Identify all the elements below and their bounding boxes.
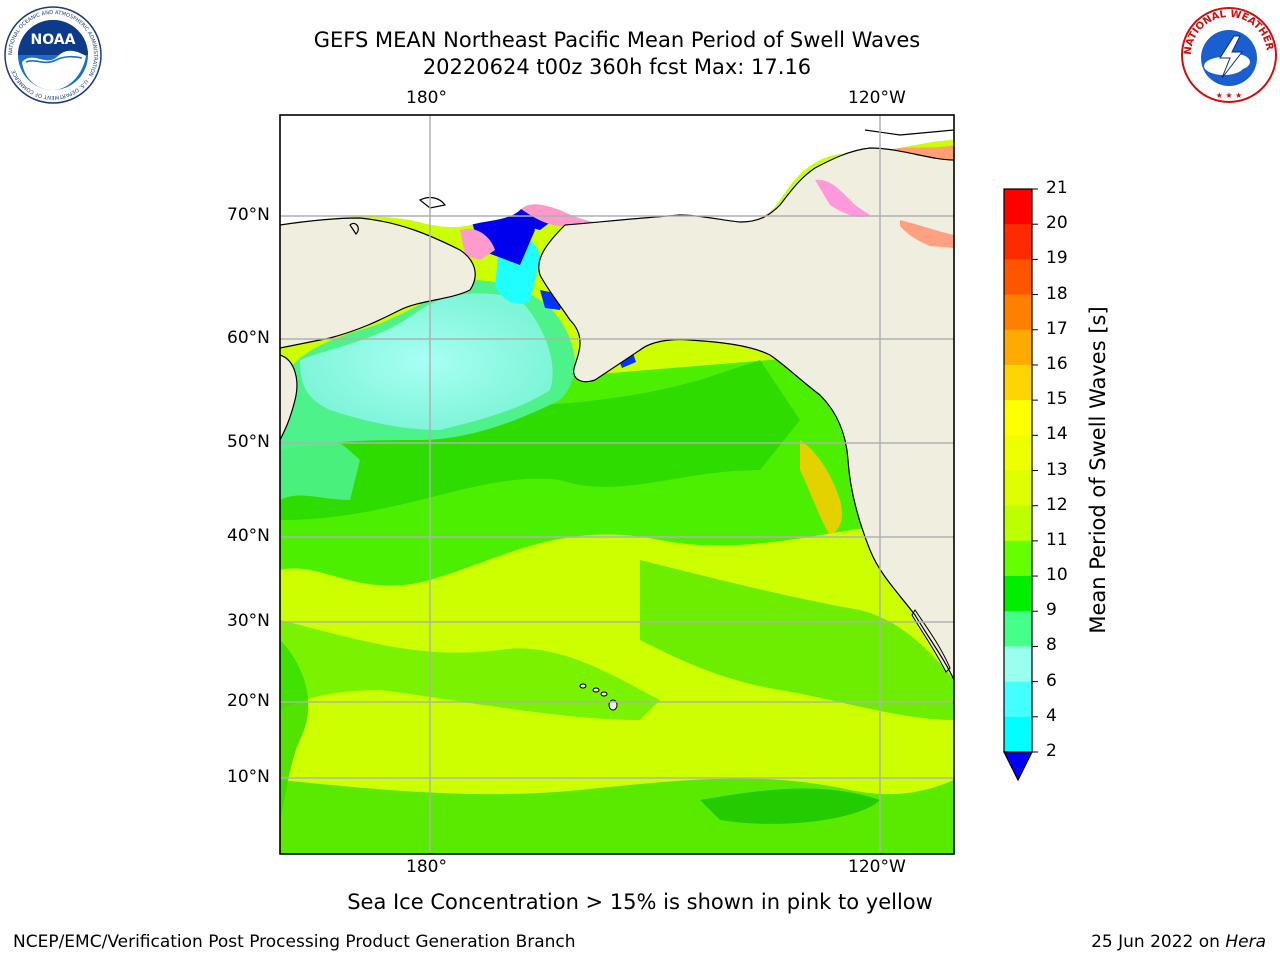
lon-label-top-120w: 120°W: [848, 88, 906, 108]
colorbar-segment: [1004, 329, 1032, 366]
colorbar-tick-label: 10: [1046, 565, 1068, 586]
colorbar-segment: [1004, 716, 1032, 753]
graticule: [280, 115, 954, 854]
forecast-subtitle: 20220624 t00z 360h fcst Max: 17.16: [422, 55, 812, 79]
colorbar-tick-label: 20: [1046, 213, 1068, 234]
lon-label-top-180: 180°: [406, 88, 447, 108]
colorbar-tick-label: 16: [1046, 353, 1068, 374]
lat-label-70n: 70°N: [227, 205, 270, 225]
footer-credit: NCEP/EMC/Verification Post Processing Pr…: [13, 932, 576, 952]
colorbar-segment: [1004, 611, 1032, 647]
colorbar-tick-label: 17: [1046, 318, 1068, 339]
colorbar-segment: [1004, 294, 1032, 331]
footer-date: 25 Jun 2022 on Hera: [1091, 932, 1266, 952]
land-siberia: [280, 218, 476, 348]
colorbar-tick-label: 11: [1046, 529, 1068, 550]
svg-text:★ ★ ★: ★ ★ ★: [1216, 91, 1243, 100]
colorbar-segment: [1004, 435, 1032, 471]
land-north-america: [538, 148, 954, 680]
colorbar-segment: [1004, 681, 1032, 718]
lon-label-bottom-180: 180°: [406, 857, 447, 877]
footer-host: Hera: [1225, 932, 1266, 952]
lat-label-40n: 40°N: [227, 526, 270, 546]
colorbar-segment: [1004, 646, 1032, 683]
colorbar-segment: [1004, 576, 1032, 612]
colorbar-tick-label: 21: [1046, 178, 1068, 198]
lat-label-30n: 30°N: [227, 611, 270, 631]
colorbar-tick-label: 8: [1046, 635, 1057, 656]
colorbar-segment: [1004, 189, 1032, 225]
map-title: GEFS MEAN Northeast Pacific Mean Period …: [313, 28, 921, 52]
colorbar-tick-label: 14: [1046, 424, 1068, 445]
lat-label-60n: 60°N: [227, 328, 270, 348]
map-border: [279, 114, 955, 855]
colorbar-segment: [1004, 400, 1032, 436]
colorbar-tick-label: 18: [1046, 283, 1068, 304]
lat-label-20n: 20°N: [227, 691, 270, 711]
noaa-logo-icon: NATIONAL OCEANIC AND ATMOSPHERIC ADMINIS…: [4, 6, 102, 104]
colorbar-segment: [1004, 364, 1032, 401]
colorbar-tick-label: 19: [1046, 248, 1068, 269]
colorbar-tick-label: 6: [1046, 670, 1057, 691]
colorbar-segment: [1004, 259, 1032, 296]
land-kamchatka: [280, 355, 297, 440]
colorbar-segment: [1004, 224, 1032, 260]
nws-logo-icon: NATIONAL WEATHER SERVICE ★ ★ ★: [1180, 6, 1277, 103]
lat-label-50n: 50°N: [227, 432, 270, 452]
colorbar-tick-label: 9: [1046, 600, 1057, 621]
lon-label-bottom-120w: 120°W: [848, 857, 906, 877]
colorbar-segment: [1004, 540, 1032, 577]
noaa-wordmark: NOAA: [31, 32, 76, 48]
colorbar-tick-label: 13: [1046, 459, 1068, 480]
colorbar-segment: [1004, 505, 1032, 542]
colorbar-tick-label: 12: [1046, 494, 1068, 515]
colorbar-tick-label: 4: [1046, 705, 1057, 726]
colorbar-extend-triangle: [1003, 751, 1033, 782]
colorbar-tick-label: 2: [1046, 741, 1057, 761]
lat-label-10n: 10°N: [227, 767, 270, 787]
colorbar-tick-label: 15: [1046, 389, 1068, 410]
sea-ice-caption: Sea Ice Concentration > 15% is shown in …: [347, 890, 933, 914]
colorbar-segment: [1004, 470, 1032, 507]
